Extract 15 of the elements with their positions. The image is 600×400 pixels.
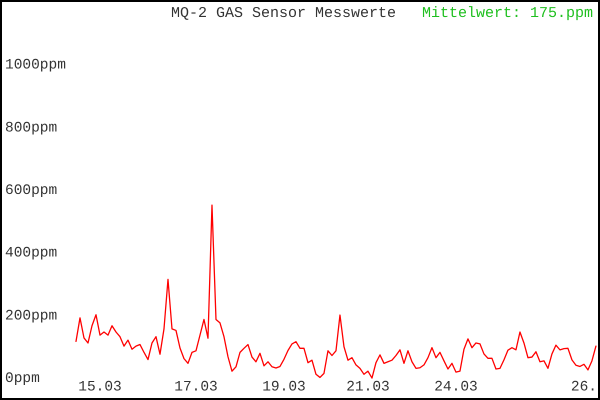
line-series <box>75 204 597 379</box>
y-tick-label: 600ppm <box>5 183 58 200</box>
y-tick-label: 1000ppm <box>5 58 66 74</box>
x-tick-label: 26. <box>570 380 598 396</box>
y-tick-label: 800ppm <box>5 120 58 136</box>
text: Mittelwert: 175.ppm <box>422 5 594 22</box>
x-tick-label: 24.03 <box>434 380 478 396</box>
x-tick-label: 17.03 <box>174 380 218 396</box>
y-tick-label: 0ppm <box>5 371 40 387</box>
chart-title: MQ-2 GAS Sensor Messwerte <box>170 5 396 22</box>
y-tick-label: 200ppm <box>5 308 58 324</box>
x-tick-label: 15.03 <box>78 380 122 396</box>
x-tick-label: 19.03 <box>262 380 306 396</box>
x-tick-label: 21.03 <box>346 380 390 396</box>
y-tick-label: 400ppm <box>5 246 58 262</box>
